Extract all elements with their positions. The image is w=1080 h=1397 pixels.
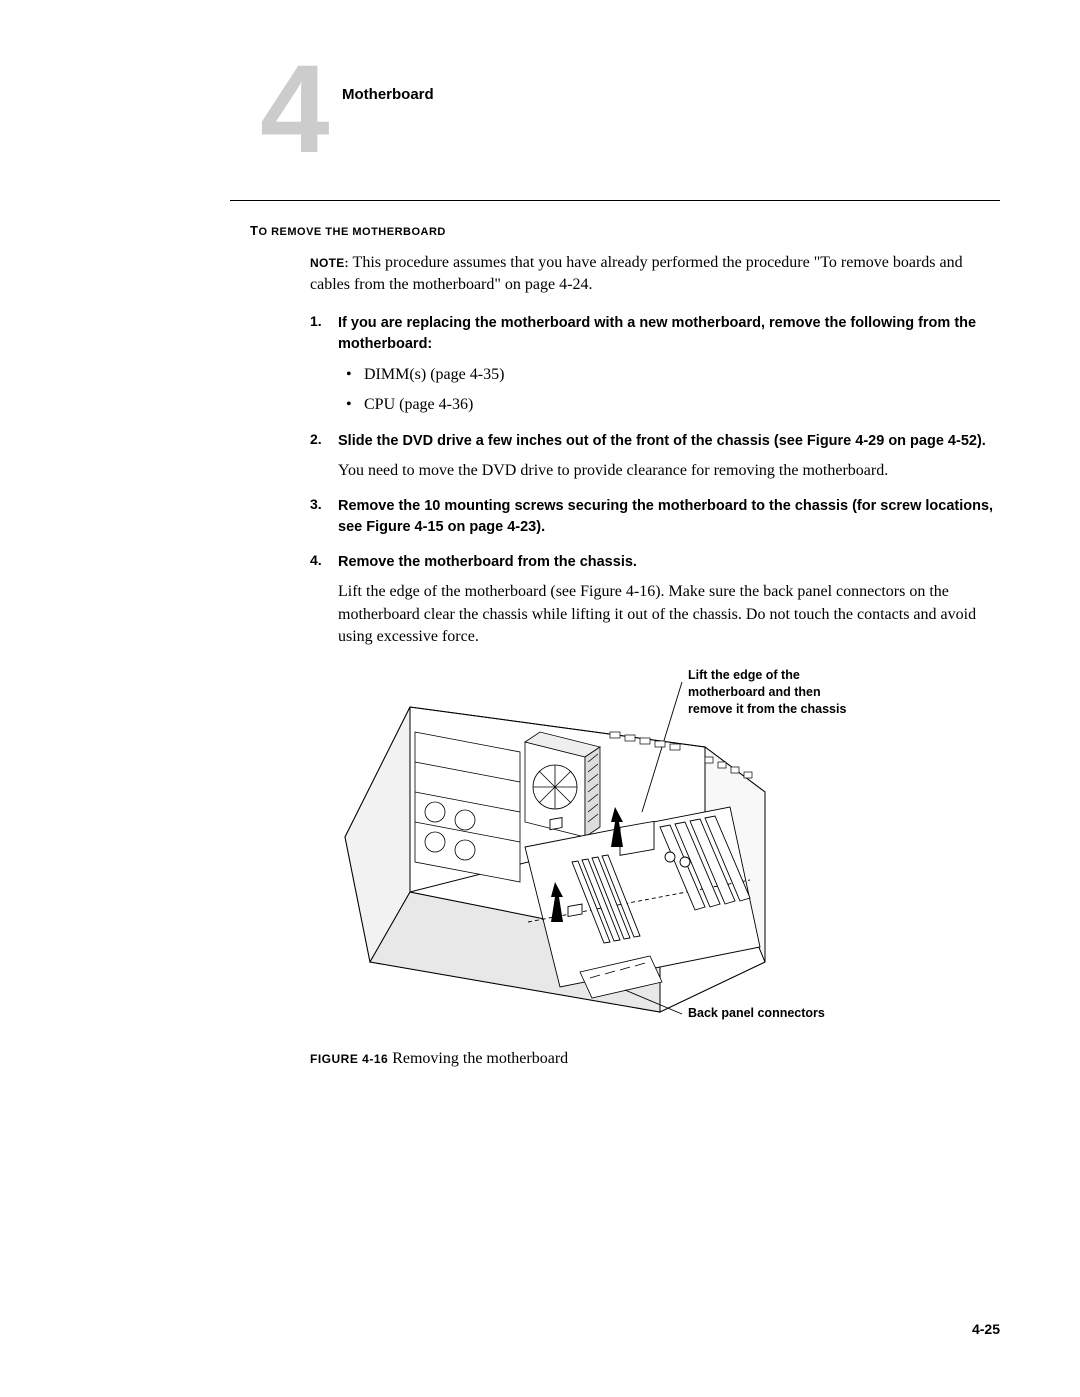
figure: Lift the edge of the motherboard and the… <box>310 662 870 1042</box>
note-text: This procedure assumes that you have alr… <box>310 254 963 293</box>
step-3: Remove the 10 mounting screws securing t… <box>310 496 1000 538</box>
step-title: If you are replacing the motherboard wit… <box>338 313 1000 355</box>
note-label: NOTE: <box>310 256 349 270</box>
figure-caption-prefix: F <box>310 1052 318 1066</box>
page-number: 4-25 <box>972 1321 1000 1337</box>
section-heading: TO REMOVE THE MOTHERBOARD <box>250 223 446 238</box>
step-1: If you are replacing the motherboard wit… <box>310 313 1000 417</box>
bullet: CPU (page 4-36) <box>344 393 1000 417</box>
step-title: Remove the motherboard from the chassis. <box>338 552 1000 573</box>
figure-callout-lift: Lift the edge of the motherboard and the… <box>688 667 863 718</box>
step-1-bullets: DIMM(s) (page 4-35) CPU (page 4-36) <box>344 363 1000 417</box>
step-body: You need to move the DVD drive to provid… <box>338 460 1000 482</box>
section-heading-rest: O REMOVE THE MOTHERBOARD <box>258 226 445 238</box>
page: 4 Motherboard TO REMOVE THE MOTHERBOARD … <box>0 0 1080 1397</box>
steps-list: If you are replacing the motherboard wit… <box>310 313 1000 649</box>
note: NOTE: This procedure assumes that you ha… <box>310 252 1000 297</box>
divider <box>230 200 1000 201</box>
step-4: Remove the motherboard from the chassis.… <box>310 552 1000 648</box>
chapter-number: 4 <box>260 60 330 160</box>
step-title: Remove the 10 mounting screws securing t… <box>338 496 1000 538</box>
step-body: Lift the edge of the motherboard (see Fi… <box>338 581 1000 648</box>
motherboard-diagram <box>310 662 870 1042</box>
bullet: DIMM(s) (page 4-35) <box>344 363 1000 387</box>
chapter-title: Motherboard <box>342 86 434 103</box>
step-2: Slide the DVD drive a few inches out of … <box>310 431 1000 482</box>
figure-caption: FIGURE 4-16 Removing the motherboard <box>310 1050 1000 1068</box>
figure-caption-text: Removing the motherboard <box>388 1050 568 1067</box>
step-title: Slide the DVD drive a few inches out of … <box>338 431 1000 452</box>
figure-callout-backpanel: Back panel connectors <box>688 1005 848 1022</box>
content: NOTE: This procedure assumes that you ha… <box>310 252 1000 1068</box>
figure-caption-num: IGURE 4-16 <box>318 1052 388 1066</box>
